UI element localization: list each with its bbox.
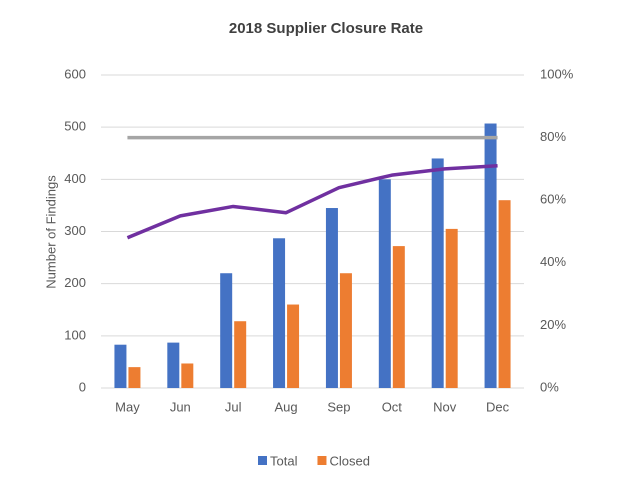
legend-label: Total	[270, 453, 298, 468]
x-tick-label: Sep	[327, 399, 350, 414]
y-tick-label: 300	[64, 223, 86, 238]
bar	[128, 367, 141, 388]
bar	[220, 273, 233, 388]
y-axis-label: Number of Findings	[43, 175, 58, 289]
x-tick-label: Oct	[382, 399, 403, 414]
x-tick-label: Dec	[486, 399, 510, 414]
y2-tick-label: 60%	[540, 192, 566, 207]
x-tick-label: Aug	[274, 399, 297, 414]
legend-swatch	[317, 456, 327, 465]
y2-tick-label: 100%	[540, 66, 574, 81]
y2-tick-label: 0%	[540, 379, 559, 394]
y-tick-label: 200	[64, 275, 86, 290]
bar	[392, 246, 405, 388]
legend-label: Closed	[329, 453, 369, 468]
x-tick-label: Nov	[433, 399, 457, 414]
y2-tick-label: 80%	[540, 129, 566, 144]
bar	[167, 342, 180, 388]
chart-title: 2018 Supplier Closure Rate	[229, 20, 423, 37]
bar	[498, 200, 511, 388]
bar	[325, 208, 338, 388]
x-tick-label: May	[115, 399, 140, 414]
legend-swatch	[258, 456, 267, 465]
bar	[378, 179, 391, 388]
x-tick-label: Jul	[225, 399, 242, 414]
bar	[181, 363, 194, 388]
bar	[287, 304, 300, 388]
bar	[273, 238, 286, 388]
bar	[431, 158, 444, 388]
y-tick-label: 600	[64, 66, 86, 81]
line-series	[126, 164, 498, 240]
bar	[114, 344, 127, 388]
x-tick-label: Jun	[170, 399, 191, 414]
bar	[445, 228, 458, 388]
y-tick-label: 0	[79, 379, 86, 394]
y2-tick-label: 20%	[540, 317, 566, 332]
bar	[234, 321, 247, 388]
bar	[484, 123, 497, 388]
y-tick-label: 400	[64, 171, 86, 186]
bar	[339, 273, 352, 388]
y-tick-label: 500	[64, 119, 86, 134]
y2-tick-label: 40%	[540, 254, 566, 269]
y-tick-label: 100	[64, 327, 86, 342]
